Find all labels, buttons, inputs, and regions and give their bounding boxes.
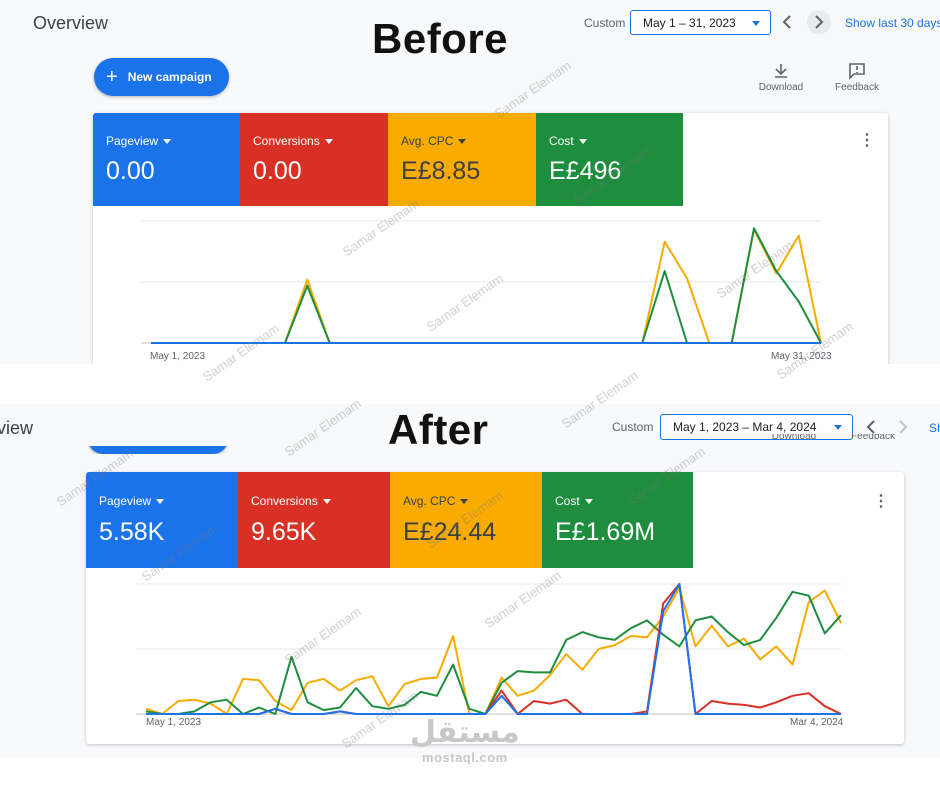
metric-cost[interactable]: Cost E£496 [536, 113, 683, 206]
chevron-left-icon [782, 15, 791, 29]
chevron-right-icon [815, 15, 824, 29]
dropdown-caret-icon [458, 139, 467, 145]
x-axis-end-label: May 31, 2023 [771, 351, 832, 362]
date-range-value: May 1 – 31, 2023 [643, 15, 736, 30]
page-title: Overview [33, 13, 109, 33]
metric-label: Cost [555, 494, 593, 508]
after-heading: After [388, 406, 489, 453]
metric-label: Pageview [106, 134, 172, 148]
dropdown-caret-icon [584, 499, 593, 505]
show-last-30-days-link[interactable]: Show last 30 days [845, 16, 940, 30]
before-heading: Before [372, 15, 509, 62]
metric-value: 9.65K [251, 518, 317, 546]
chevron-left-icon [866, 420, 875, 434]
metric-value: E£24.44 [403, 518, 497, 546]
before-panel: Overview Before Custom May 1 – 31, 2023 … [0, 0, 940, 364]
dropdown-caret-icon [156, 499, 165, 505]
metric-cost[interactable]: Cost E£1.69M [542, 472, 693, 568]
dropdown-caret-icon [460, 499, 469, 505]
metric-pageview[interactable]: Pageview 0.00 [93, 113, 240, 206]
x-axis-start-label: May 1, 2023 [146, 717, 202, 728]
metric-value: E£1.69M [555, 518, 656, 546]
show-last-link[interactable]: Sh [929, 421, 940, 435]
date-range-select[interactable]: May 1, 2023 – Mar 4, 2024 [660, 414, 853, 440]
dropdown-caret-icon [163, 139, 172, 145]
feedback-button[interactable]: Feedback [832, 62, 882, 93]
next-period-button[interactable] [891, 415, 915, 439]
after-line-chart [136, 583, 842, 715]
dropdown-caret-icon [834, 425, 842, 430]
performance-card: Pageview 0.00 Conversions 0.00 Avg. CPC … [93, 113, 888, 364]
metric-avg-cpc[interactable]: Avg. CPC E£24.44 [390, 472, 542, 568]
metric-label: Avg. CPC [403, 494, 469, 508]
metric-label: Avg. CPC [401, 134, 467, 148]
next-period-button[interactable] [807, 10, 831, 34]
metric-label: Conversions [253, 134, 333, 148]
x-axis-start-label: May 1, 2023 [150, 351, 206, 362]
metric-label: Cost [549, 134, 587, 148]
series-line-cost [145, 590, 842, 715]
previous-period-button[interactable] [775, 10, 799, 34]
download-label: Download [771, 434, 817, 442]
logo-arabic: مستقل [410, 715, 520, 750]
series-line-pageview [146, 583, 841, 715]
metric-value: 0.00 [253, 157, 302, 185]
series-line-avg-cpc [151, 228, 822, 344]
metric-pageview[interactable]: Pageview 5.58K [86, 472, 238, 568]
download-button[interactable]: Download [756, 62, 806, 93]
metric-value: E£496 [549, 157, 622, 185]
previous-period-button[interactable] [859, 415, 883, 439]
feedback-label: Feedback [835, 82, 879, 93]
mostaql-logo: مستقل mostaql.com [410, 715, 520, 766]
feedback-button[interactable]: Feedback [845, 434, 901, 448]
metric-avg-cpc[interactable]: Avg. CPC E£8.85 [388, 113, 536, 206]
metric-conversions[interactable]: Conversions 9.65K [238, 472, 390, 568]
metric-value: 5.58K [99, 518, 165, 546]
page-title: view [0, 418, 34, 438]
performance-card: Pageview 5.58K Conversions 9.65K Avg. CP… [86, 472, 904, 744]
metric-label: Conversions [251, 494, 331, 508]
date-range-select[interactable]: May 1 – 31, 2023 [630, 10, 771, 35]
more-options-icon[interactable]: ⋮ [873, 493, 889, 510]
dropdown-caret-icon [322, 499, 331, 505]
download-label: Download [758, 82, 804, 93]
download-button[interactable]: Download [766, 434, 822, 448]
metric-value: 0.00 [106, 157, 155, 185]
more-options-icon[interactable]: ⋮ [859, 132, 875, 149]
new-campaign-label: New campaign [127, 70, 212, 84]
before-line-chart [141, 220, 822, 344]
feedback-icon [849, 63, 865, 80]
dropdown-caret-icon [752, 20, 760, 26]
feedback-label: Feedback [851, 434, 895, 442]
download-icon [775, 64, 787, 78]
date-range-value: May 1, 2023 – Mar 4, 2024 [673, 420, 817, 434]
series-line-cost [151, 227, 822, 344]
dropdown-caret-icon [578, 139, 587, 145]
metric-value: E£8.85 [401, 157, 481, 185]
metric-label: Pageview [99, 494, 165, 508]
chevron-right-icon [899, 420, 908, 434]
new-campaign-button[interactable]: + New campaign [94, 58, 229, 96]
logo-latin: mostaql.com [422, 750, 508, 765]
new-campaign-button[interactable] [88, 446, 228, 454]
x-axis-end-label: Mar 4, 2024 [790, 717, 844, 728]
after-panel: view After Custom May 1, 2023 – Mar 4, 2… [0, 404, 940, 758]
plus-icon: + [106, 66, 118, 88]
custom-label: Custom [612, 420, 654, 434]
series-line-avg-cpc [145, 586, 842, 715]
dropdown-caret-icon [324, 139, 333, 145]
metric-conversions[interactable]: Conversions 0.00 [240, 113, 388, 206]
custom-label: Custom [584, 16, 626, 30]
